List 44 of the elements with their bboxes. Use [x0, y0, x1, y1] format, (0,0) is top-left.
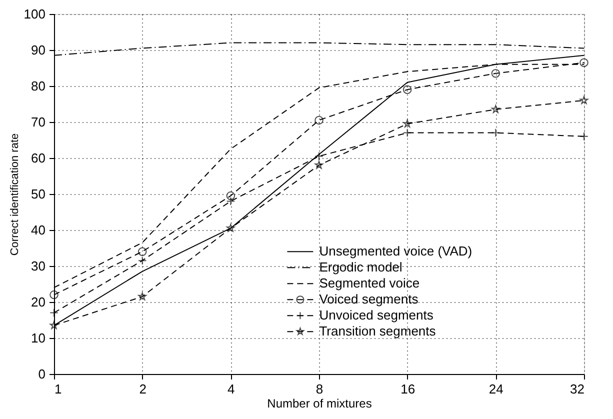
legend-label: Unvoiced segments: [319, 308, 434, 323]
x-tick-label: 1: [54, 382, 62, 396]
y-tick-label: 60: [31, 150, 46, 166]
point: [226, 196, 236, 206]
point: [138, 256, 147, 265]
point: [402, 85, 412, 94]
legend-label: Unsegmented voice (VAD): [319, 244, 472, 259]
point: [138, 292, 147, 300]
point: [50, 290, 58, 300]
y-tick-label: 40: [31, 222, 46, 238]
point: [402, 128, 412, 138]
point: [491, 69, 500, 78]
y-tick-label: 100: [24, 6, 46, 22]
y-tick-label: 50: [31, 186, 46, 202]
legend-label: Segmented voice: [319, 276, 420, 291]
x-axis-title: Number of mixtures: [267, 396, 372, 410]
x-tick-label: 2: [139, 382, 146, 396]
point: [226, 224, 235, 232]
y-tick-label: 80: [31, 78, 46, 94]
y-tick-label: 90: [31, 42, 46, 58]
point: [50, 321, 58, 330]
x-tick-label: 4: [228, 382, 235, 396]
legend-label: Ergodic model: [319, 260, 402, 275]
point: [491, 128, 500, 138]
y-tick-label: 0: [38, 366, 46, 382]
x-tick-label: 24: [488, 382, 504, 396]
x-tick-label: 32: [570, 382, 584, 396]
y-axis-title: Correct identification rate: [8, 133, 21, 256]
y-tick-label: 70: [31, 114, 46, 130]
x-tick-label: 8: [316, 382, 324, 396]
point: [226, 191, 236, 200]
point: [314, 160, 324, 169]
point: [314, 116, 324, 125]
point: [580, 96, 588, 104]
point: [491, 105, 500, 114]
legend-label: Voiced segments: [319, 292, 419, 307]
point: [138, 247, 147, 256]
point: [580, 58, 588, 67]
point: [403, 119, 412, 128]
y-tick-label: 20: [31, 294, 46, 310]
y-tick-label: 10: [31, 330, 46, 346]
x-tick-label: 16: [400, 382, 416, 396]
y-tick-label: 30: [31, 258, 46, 274]
legend-label: Transition segments: [319, 324, 436, 339]
